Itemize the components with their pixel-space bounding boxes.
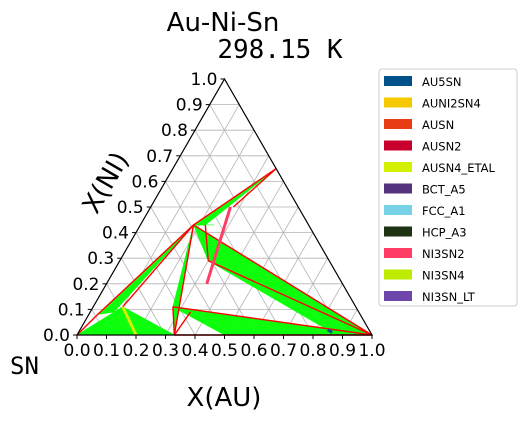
- x-tick-label: 0.6: [240, 341, 267, 361]
- phase-boundary: [232, 168, 277, 208]
- axis-ticks: 0.0 0.1 0.2 0.3 0.4 0.5 0.6 0.7 0.8 0.9 1.00.00.10…: [43, 70, 386, 361]
- legend-swatch: [384, 248, 412, 258]
- plot-area: [75, 77, 374, 336]
- legend-label: NI3SN4: [422, 269, 465, 283]
- legend-item: HCP_A3: [384, 226, 467, 240]
- phase-line: [326, 328, 333, 334]
- y-tick-label: 0.1: [58, 300, 85, 320]
- phase-boundary: [97, 224, 195, 316]
- legend-item: FCC_A1: [384, 204, 466, 218]
- y-tick-label: 0.5: [117, 198, 144, 218]
- phase-boundary: [76, 314, 99, 336]
- phase-boundary: [173, 224, 195, 336]
- legend-label: NI3SN_LT: [422, 290, 476, 304]
- legend-item: AUNI2SN4: [384, 97, 481, 111]
- phase-boundary: [172, 306, 176, 336]
- chart-title: Au-Ni-Sn: [167, 8, 280, 38]
- legend-swatch: [384, 76, 412, 86]
- y-tick-label: 0.8: [161, 121, 188, 141]
- legend-label: AU5SN: [422, 75, 462, 89]
- x-tick-label: 0.0: [63, 341, 90, 361]
- x-axis-label: X(AU): [187, 383, 262, 413]
- legend-swatch: [384, 119, 412, 129]
- legend-swatch: [384, 269, 412, 280]
- phase-lines: [121, 206, 333, 336]
- phase-line: [205, 206, 232, 285]
- legend-item: AUSN: [384, 118, 454, 132]
- legend: AU5SN AUNI2SN4 AUSN AUSN2 AUSN4_ETAL BCT_A5 FC…: [378, 68, 518, 307]
- y-tick-label: 0.7: [146, 147, 173, 167]
- y-tick-label: 0.0: [43, 326, 70, 346]
- legend-swatch: [384, 226, 412, 237]
- grid-line: [106, 104, 240, 336]
- phase-boundary: [172, 306, 373, 336]
- legend-frame: [378, 68, 518, 307]
- legend-swatch: [384, 205, 412, 215]
- y-tick-label: 0.2: [72, 275, 99, 295]
- legend-swatch: [384, 162, 412, 172]
- grid-line: [135, 232, 196, 336]
- grid-line: [209, 104, 343, 336]
- legend-swatch: [384, 140, 412, 151]
- legend-swatch: [384, 97, 412, 108]
- x-tick-label: 0.5: [211, 341, 238, 361]
- y-tick-label: 0.3: [87, 249, 114, 269]
- grid-line: [179, 155, 284, 336]
- phase-boundary: [122, 224, 195, 308]
- legend-label: FCC_A1: [422, 204, 466, 218]
- chart-subtitle: 298.15 K: [217, 35, 343, 65]
- legend-item: NI3SN_LT: [384, 290, 476, 304]
- legend-item: AUSN2: [384, 140, 462, 154]
- x-tick-label: 0.1: [93, 341, 120, 361]
- grid: [91, 104, 358, 336]
- legend-label: AUSN2: [422, 140, 462, 154]
- legend-swatch: [384, 291, 412, 301]
- x-tick-label: 0.8: [299, 341, 326, 361]
- y-tick-label: 1.0: [190, 70, 217, 90]
- y-tick-label: 0.4: [102, 224, 129, 244]
- phase-boundary: [204, 224, 209, 261]
- phase-boundary: [193, 168, 277, 226]
- legend-label: NI3SN2: [422, 247, 465, 261]
- x-tick-label: 0.4: [181, 341, 208, 361]
- phase-boundary: [207, 260, 373, 336]
- y-tick-label: 0.9: [176, 96, 203, 116]
- x-tick-label: 1.0: [358, 341, 385, 361]
- legend-label: BCT_A5: [422, 183, 466, 197]
- legend-item: NI3SN4: [384, 269, 465, 283]
- legend-item: AUSN4_ETAL: [384, 161, 496, 175]
- legend-item: BCT_A5: [384, 183, 466, 197]
- legend-item: NI3SN2: [384, 247, 465, 261]
- phase-line: [121, 306, 138, 336]
- legend-label: AUSN: [422, 118, 454, 132]
- two-phase-regions: [75, 168, 373, 336]
- legend-label: AUNI2SN4: [422, 97, 481, 111]
- corner-label-sn: SN: [10, 352, 39, 380]
- legend-item: AU5SN: [384, 75, 462, 89]
- phase-boundary: [173, 311, 192, 336]
- legend-label: AUSN4_ETAL: [422, 161, 496, 175]
- legend-swatch: [384, 183, 412, 194]
- legend-label: HCP_A3: [422, 226, 467, 240]
- x-tick-label: 0.3: [152, 341, 179, 361]
- x-tick-label: 0.2: [122, 341, 149, 361]
- grid-line: [120, 258, 166, 336]
- y-tick-label: 0.6: [131, 172, 158, 192]
- phase-boundary: [193, 224, 373, 336]
- x-tick-label: 0.9: [329, 341, 356, 361]
- x-tick-label: 0.7: [270, 341, 297, 361]
